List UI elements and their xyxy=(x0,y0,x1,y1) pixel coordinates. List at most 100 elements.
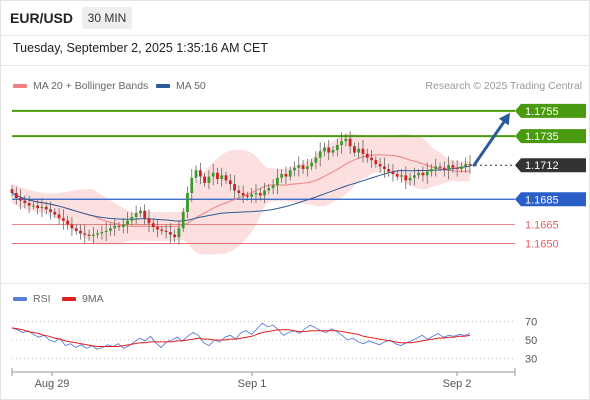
candle xyxy=(434,158,438,177)
candle xyxy=(438,162,442,172)
candle-body xyxy=(293,167,296,171)
candle xyxy=(258,187,262,201)
candle-body xyxy=(44,206,48,210)
candle-body xyxy=(91,234,95,236)
timeframe-badge[interactable]: 30 MIN xyxy=(82,7,132,29)
legend-rsi: RSI xyxy=(13,293,51,305)
candle xyxy=(113,218,117,236)
copyright: Research © 2025 Trading Central xyxy=(425,80,582,92)
candle-body xyxy=(430,168,433,172)
candle xyxy=(91,227,95,244)
candle-body xyxy=(190,177,194,193)
candle-body xyxy=(74,228,78,231)
candle-body xyxy=(340,141,343,146)
candle xyxy=(53,208,57,219)
candle xyxy=(211,163,215,186)
candle-body xyxy=(104,230,108,233)
candle xyxy=(447,156,450,180)
candle-body xyxy=(357,148,361,153)
candle xyxy=(143,204,147,225)
candle-body xyxy=(121,224,125,228)
candle-body xyxy=(421,172,425,176)
candle xyxy=(100,225,104,240)
candle xyxy=(357,142,361,159)
candle xyxy=(203,172,207,187)
candle-body xyxy=(177,228,181,238)
candle-body xyxy=(391,171,395,175)
candle xyxy=(460,162,463,173)
candle xyxy=(305,158,309,177)
candle-body xyxy=(378,163,382,167)
candle xyxy=(425,162,429,185)
candle-body xyxy=(130,216,134,221)
rsi-swatch xyxy=(13,297,27,301)
candle xyxy=(117,221,121,231)
candle-body xyxy=(220,175,224,180)
level-tag-1.1712 xyxy=(515,158,586,173)
candle-body xyxy=(168,232,172,235)
projection-arrow-shaft xyxy=(472,117,508,167)
candle-body xyxy=(460,166,463,169)
candle-body xyxy=(151,223,155,228)
candle xyxy=(293,161,296,177)
candle-body xyxy=(49,209,52,212)
candle-body xyxy=(156,227,159,230)
candle-body xyxy=(323,147,326,152)
candle xyxy=(365,148,369,163)
candle-body xyxy=(113,225,117,229)
candle xyxy=(246,191,249,201)
candle xyxy=(36,199,40,215)
candle-body xyxy=(181,211,185,229)
candle xyxy=(198,162,202,185)
candle xyxy=(464,157,468,173)
candle-body xyxy=(327,147,331,153)
level-tag-1.1685 xyxy=(515,192,586,207)
candle-body xyxy=(250,194,254,197)
candle xyxy=(404,166,408,190)
candle-body xyxy=(348,138,352,147)
candle xyxy=(408,172,412,186)
level-label-1.1665: 1.1665 xyxy=(525,220,559,232)
candle xyxy=(151,218,155,233)
candle-body xyxy=(310,162,314,167)
candle xyxy=(220,167,224,187)
candle-body xyxy=(186,192,189,212)
panel-divider xyxy=(0,283,590,284)
candle xyxy=(104,221,108,241)
candle xyxy=(49,201,52,220)
candle-body xyxy=(228,180,232,185)
candle xyxy=(455,160,459,177)
candle-body xyxy=(263,190,266,196)
candle-body xyxy=(53,211,57,215)
candle xyxy=(177,220,181,245)
candle xyxy=(228,174,232,191)
candle-body xyxy=(425,171,429,176)
candle xyxy=(331,146,335,157)
candle xyxy=(387,163,391,177)
candle xyxy=(237,185,241,199)
candle xyxy=(391,163,395,182)
candle-body xyxy=(395,174,399,177)
candle xyxy=(126,211,129,234)
candle-body xyxy=(246,195,249,197)
candle-body xyxy=(126,220,129,225)
candle xyxy=(173,229,177,243)
candle-body xyxy=(455,167,459,169)
candle xyxy=(395,170,399,181)
candle-body xyxy=(387,168,391,172)
rsi-ma-line xyxy=(11,327,471,347)
candle xyxy=(275,168,279,195)
rsi-ma-label: 9MA xyxy=(82,293,104,305)
candle xyxy=(32,201,35,210)
candle-body xyxy=(408,177,412,181)
candle xyxy=(327,139,331,161)
candle xyxy=(442,161,446,177)
rsi-tick-30: 30 xyxy=(525,354,537,366)
candle-body xyxy=(61,218,65,221)
ma50-line xyxy=(11,165,471,222)
candle xyxy=(164,224,168,239)
candle-body xyxy=(23,200,27,204)
candle-body xyxy=(83,233,87,235)
candle xyxy=(468,155,472,175)
